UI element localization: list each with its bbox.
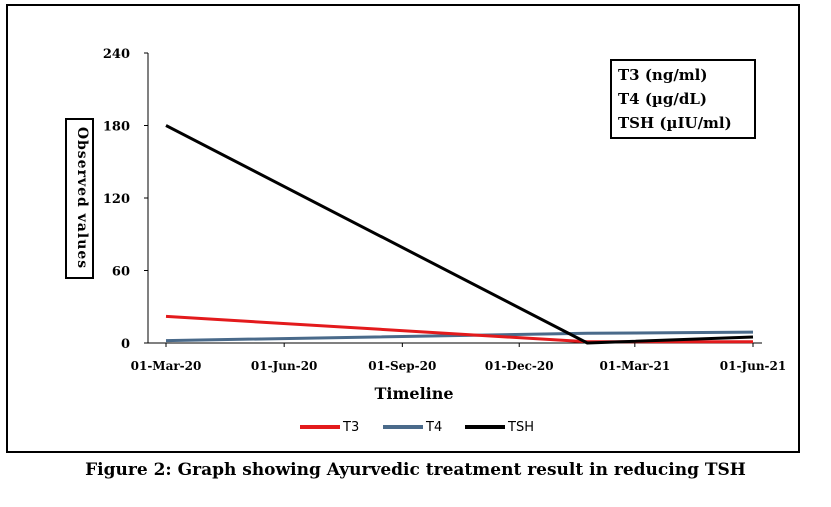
- legend-label-t4: T4: [425, 420, 442, 435]
- unit-t4: T4 (µg/dL): [618, 90, 707, 108]
- y-tick-label: 240: [103, 47, 130, 62]
- y-tick-label: 120: [103, 192, 130, 207]
- units-legend-box: T3 (ng/ml) T4 (µg/dL) TSH (µIU/ml): [610, 59, 756, 139]
- x-tick-label: 01-Dec-20: [485, 359, 554, 373]
- y-axis-label: Observed values: [74, 126, 90, 270]
- x-tick-label: 01-Sep-20: [368, 359, 436, 373]
- x-axis-label: Timeline: [374, 384, 453, 403]
- figure-caption: Figure 2: Graph showing Ayurvedic treatm…: [85, 460, 746, 480]
- y-tick-label: 180: [103, 120, 130, 135]
- x-tick-label: 01-Mar-21: [599, 359, 670, 373]
- series-line-t4: [165, 330, 754, 343]
- y-axis-label-box: Observed values: [65, 118, 94, 279]
- x-tick-label: 01-Mar-20: [131, 359, 202, 373]
- y-tick-label: 0: [121, 337, 130, 352]
- chart-frame: [6, 4, 800, 453]
- legend-label-tsh: TSH: [507, 420, 534, 435]
- x-tick-label: 01-Jun-20: [251, 359, 318, 373]
- y-tick-label: 60: [112, 265, 130, 280]
- unit-tsh: TSH (µIU/ml): [618, 114, 732, 132]
- unit-t3: T3 (ng/ml): [618, 66, 708, 84]
- x-tick-label: 01-Jun-21: [720, 359, 787, 373]
- legend-label-t3: T3: [342, 420, 359, 435]
- series-line-tsh: [165, 124, 754, 345]
